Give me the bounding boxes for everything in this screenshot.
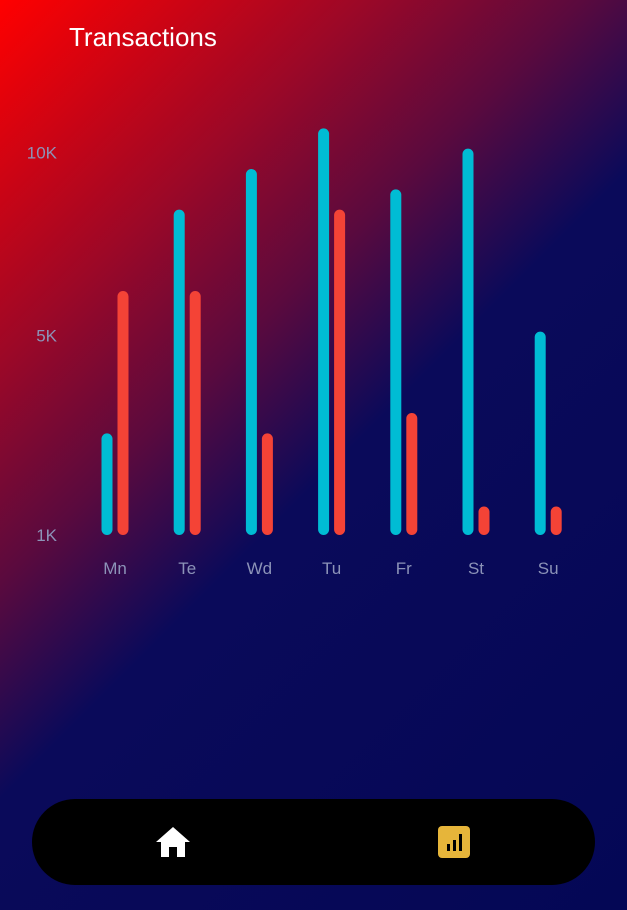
bar-series1-wd	[245, 169, 257, 535]
bar-series1-su	[534, 331, 546, 535]
x-tick-label-wd: Wd	[247, 559, 273, 578]
x-tick-label-mn: Mn	[103, 559, 127, 578]
y-tick-label-0: 1K	[36, 526, 57, 545]
bar-series1-st	[462, 148, 474, 535]
bottom-navigation-bar	[32, 799, 595, 885]
bar-series2-mn	[117, 291, 129, 535]
x-tick-label-st: St	[468, 559, 484, 578]
bar-series1-mn	[101, 433, 113, 535]
y-tick-label-2: 10K	[27, 144, 58, 163]
x-tick-label-su: Su	[538, 559, 559, 578]
x-tick-label-tu: Tu	[322, 559, 341, 578]
page-title: Transactions	[69, 22, 217, 52]
x-tick-label-te: Te	[178, 559, 196, 578]
transactions-chart: 1K 5K 10K Mn Te Wd Tu Fr St Su	[27, 128, 562, 578]
y-tick-label-1: 5K	[36, 327, 57, 346]
bar-chart-icon	[438, 826, 470, 858]
bar-series2-st	[478, 506, 490, 535]
nav-stats-button[interactable]	[433, 821, 475, 863]
nav-home-button[interactable]	[152, 821, 194, 863]
bar-series1-tu	[318, 128, 330, 536]
bar-series2-fr	[406, 413, 418, 535]
bar-series2-tu	[334, 209, 346, 535]
bar-series1-fr	[390, 189, 402, 536]
bar-series2-te	[189, 291, 201, 535]
x-tick-label-fr: Fr	[396, 559, 412, 578]
bar-series1-te	[173, 209, 185, 535]
home-icon	[156, 827, 190, 857]
bar-series2-su	[550, 506, 562, 535]
bar-series2-wd	[261, 433, 273, 535]
